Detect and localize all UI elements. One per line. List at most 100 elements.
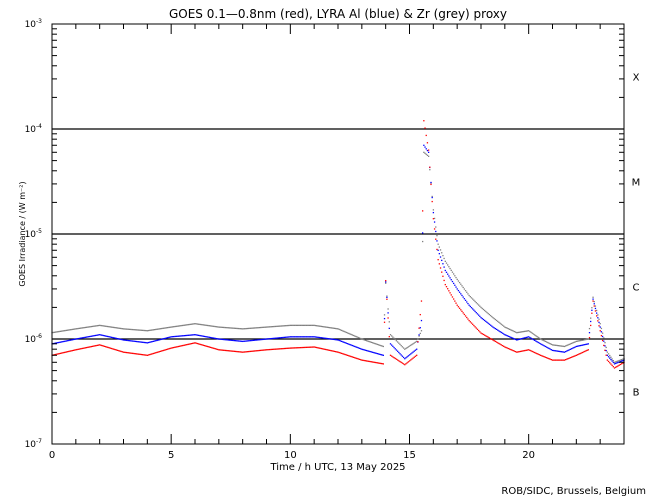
data-point — [308, 346, 311, 348]
data-point — [97, 344, 100, 346]
data-point — [389, 354, 392, 356]
data-point — [550, 349, 553, 351]
data-point — [352, 334, 355, 337]
data-point — [507, 347, 510, 350]
data-point — [447, 273, 449, 275]
data-point — [531, 332, 533, 334]
data-point — [152, 352, 154, 355]
data-point — [376, 343, 379, 346]
data-point — [582, 339, 585, 341]
data-point — [375, 352, 377, 354]
data-point — [588, 332, 591, 334]
data-point — [85, 326, 88, 328]
data-point — [379, 344, 381, 346]
data-point — [270, 326, 272, 328]
data-point — [186, 324, 188, 326]
data-point — [585, 343, 587, 346]
data-point — [351, 344, 353, 347]
data-point — [343, 353, 345, 355]
data-point — [498, 330, 500, 332]
data-point — [573, 341, 575, 344]
data-point — [483, 334, 486, 336]
data-point — [367, 360, 369, 362]
data-point — [228, 327, 231, 329]
data-point — [157, 339, 159, 341]
data-point — [526, 349, 529, 351]
y-tick-label: 10-3 — [25, 18, 43, 30]
data-point — [309, 346, 312, 348]
data-point — [82, 327, 84, 329]
data-point — [507, 335, 510, 337]
data-point — [395, 340, 398, 342]
data-point — [315, 325, 318, 327]
data-point — [375, 343, 377, 345]
data-point — [330, 349, 332, 352]
x-tick-label: 0 — [49, 450, 55, 461]
data-point — [578, 340, 580, 342]
data-point — [380, 344, 382, 347]
data-point — [615, 361, 617, 363]
data-point — [357, 336, 359, 339]
data-point — [340, 340, 343, 343]
data-point — [486, 311, 488, 314]
data-point — [293, 324, 295, 327]
data-point — [294, 324, 296, 327]
data-point — [184, 324, 187, 326]
data-point — [367, 350, 369, 352]
data-point — [586, 349, 588, 352]
data-point — [211, 337, 213, 339]
data-point — [94, 325, 96, 327]
data-point — [312, 346, 314, 348]
data-point — [83, 326, 85, 329]
data-point — [360, 359, 362, 361]
data-point — [358, 347, 361, 349]
data-point — [389, 343, 392, 345]
data-point — [225, 326, 227, 329]
data-point — [443, 279, 445, 282]
data-point — [110, 347, 113, 350]
data-point — [214, 337, 216, 340]
data-point — [482, 308, 485, 311]
data-point — [323, 348, 325, 350]
data-point — [373, 342, 375, 344]
data-point — [339, 329, 342, 331]
data-point — [128, 340, 131, 342]
data-point — [140, 353, 143, 356]
data-point — [590, 317, 592, 319]
data-point — [308, 324, 311, 327]
data-point — [339, 340, 342, 342]
data-point — [113, 326, 115, 329]
data-point — [442, 275, 444, 277]
data-point — [155, 352, 157, 354]
data-point — [233, 339, 236, 342]
data-point — [100, 324, 102, 327]
data-point — [145, 354, 147, 356]
data-point — [401, 355, 404, 357]
data-point — [509, 348, 511, 350]
data-point — [162, 338, 164, 340]
data-point — [186, 344, 188, 346]
data-point — [476, 313, 479, 315]
data-point — [215, 326, 218, 328]
data-point — [413, 350, 415, 352]
data-point — [431, 200, 433, 203]
data-point — [382, 354, 384, 356]
data-point — [354, 357, 356, 359]
data-point — [375, 361, 377, 364]
data-point — [180, 325, 182, 327]
data-point — [543, 340, 545, 342]
data-point — [220, 326, 222, 328]
data-point — [264, 349, 267, 351]
data-point — [436, 240, 438, 242]
data-point — [102, 345, 104, 347]
data-point — [551, 344, 554, 346]
data-point — [387, 312, 389, 314]
data-point — [99, 344, 101, 346]
data-point — [430, 181, 432, 184]
data-point — [466, 301, 468, 303]
data-point — [617, 361, 619, 364]
data-point — [262, 338, 264, 341]
data-point — [120, 338, 122, 341]
data-point — [156, 339, 158, 342]
data-point — [208, 325, 210, 327]
